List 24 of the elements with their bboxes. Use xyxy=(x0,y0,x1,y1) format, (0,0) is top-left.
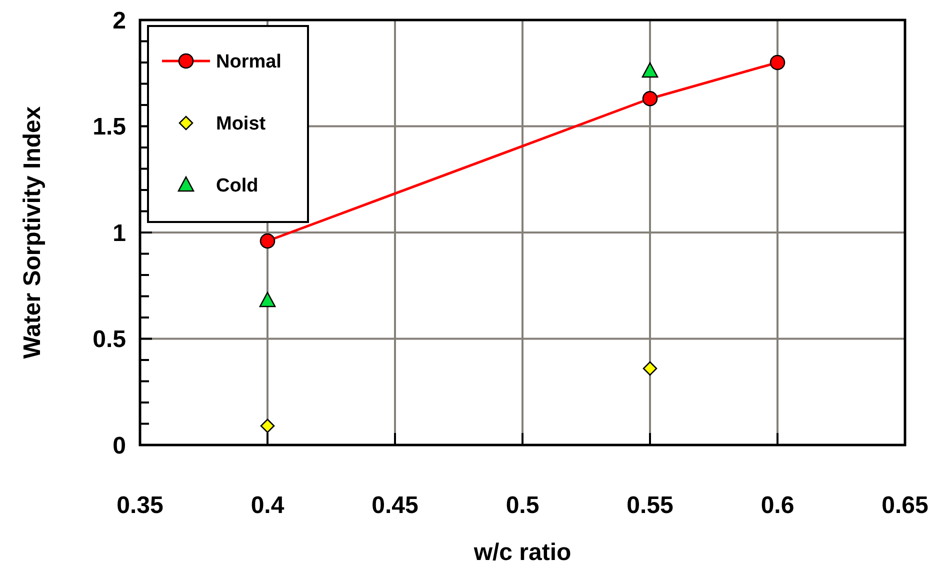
y-tick-label: 0.5 xyxy=(92,326,126,354)
x-tick-label: 0.5 xyxy=(506,492,540,519)
point xyxy=(259,292,276,308)
x-tick-label: 0.6 xyxy=(760,492,794,519)
point xyxy=(642,62,658,78)
point xyxy=(642,90,658,106)
legend-label: Cold xyxy=(216,176,258,197)
y-tick-label: 2 xyxy=(112,7,126,34)
y-tick-label: 1.5 xyxy=(92,114,126,141)
legend-label: Normal xyxy=(216,52,282,73)
y-tick-label: 0 xyxy=(112,432,126,460)
x-tick-label: 0.65 xyxy=(882,492,928,519)
y-tick-label: 1 xyxy=(112,220,126,247)
point xyxy=(260,233,276,249)
x-tick-label: 0.55 xyxy=(626,492,674,519)
x-axis-title: w/c ratio xyxy=(472,539,572,566)
x-tick-label: 0.35 xyxy=(116,492,164,519)
x-tick-label: 0.45 xyxy=(372,492,418,519)
legend-label: Moist xyxy=(216,114,266,135)
y-axis-title: Water Sorptivity Index xyxy=(19,106,46,359)
point xyxy=(642,361,658,376)
x-tick-label: 0.4 xyxy=(250,492,285,519)
point xyxy=(260,418,275,434)
point xyxy=(770,54,786,70)
